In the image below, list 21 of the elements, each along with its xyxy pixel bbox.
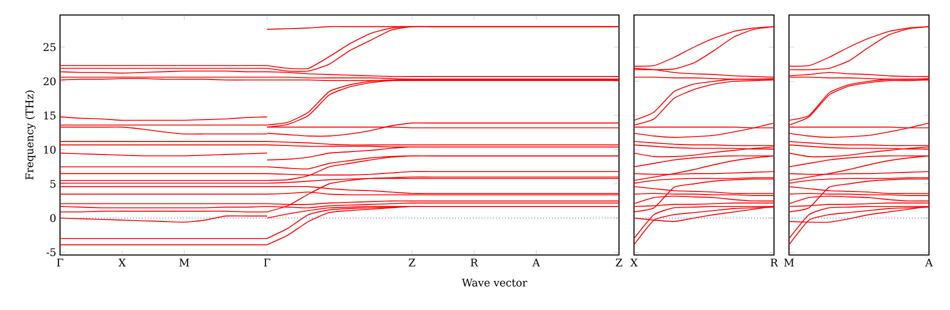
y-tick-label: -5 xyxy=(46,248,56,256)
x-tick-label: R xyxy=(770,258,778,266)
y-tick-label: 0 xyxy=(50,214,56,222)
x-tick-label: X xyxy=(118,258,126,266)
x-tick-label: M xyxy=(179,258,190,266)
x-tick-label: A xyxy=(532,258,540,266)
x-tick-label: Γ xyxy=(264,258,270,266)
y-axis-title: Frequency (THz) xyxy=(25,90,36,180)
x-tick-label: A xyxy=(925,258,933,266)
x-tick-label: Γ xyxy=(56,258,64,266)
y-tick-label: 15 xyxy=(44,112,56,120)
x-tick-label: M xyxy=(784,258,794,266)
y-tick-label: 20 xyxy=(44,77,56,86)
y-tick-label: 5 xyxy=(50,180,56,188)
y-tick-label: 10 xyxy=(44,146,56,154)
x-axis-title: Wave vector xyxy=(462,278,528,287)
y-tick-label: 25 xyxy=(44,43,56,52)
x-tick-label: Z xyxy=(408,258,416,266)
x-tick-label: X xyxy=(630,258,638,266)
x-tick-label: Z xyxy=(616,258,622,266)
x-tick-label: R xyxy=(470,258,478,266)
